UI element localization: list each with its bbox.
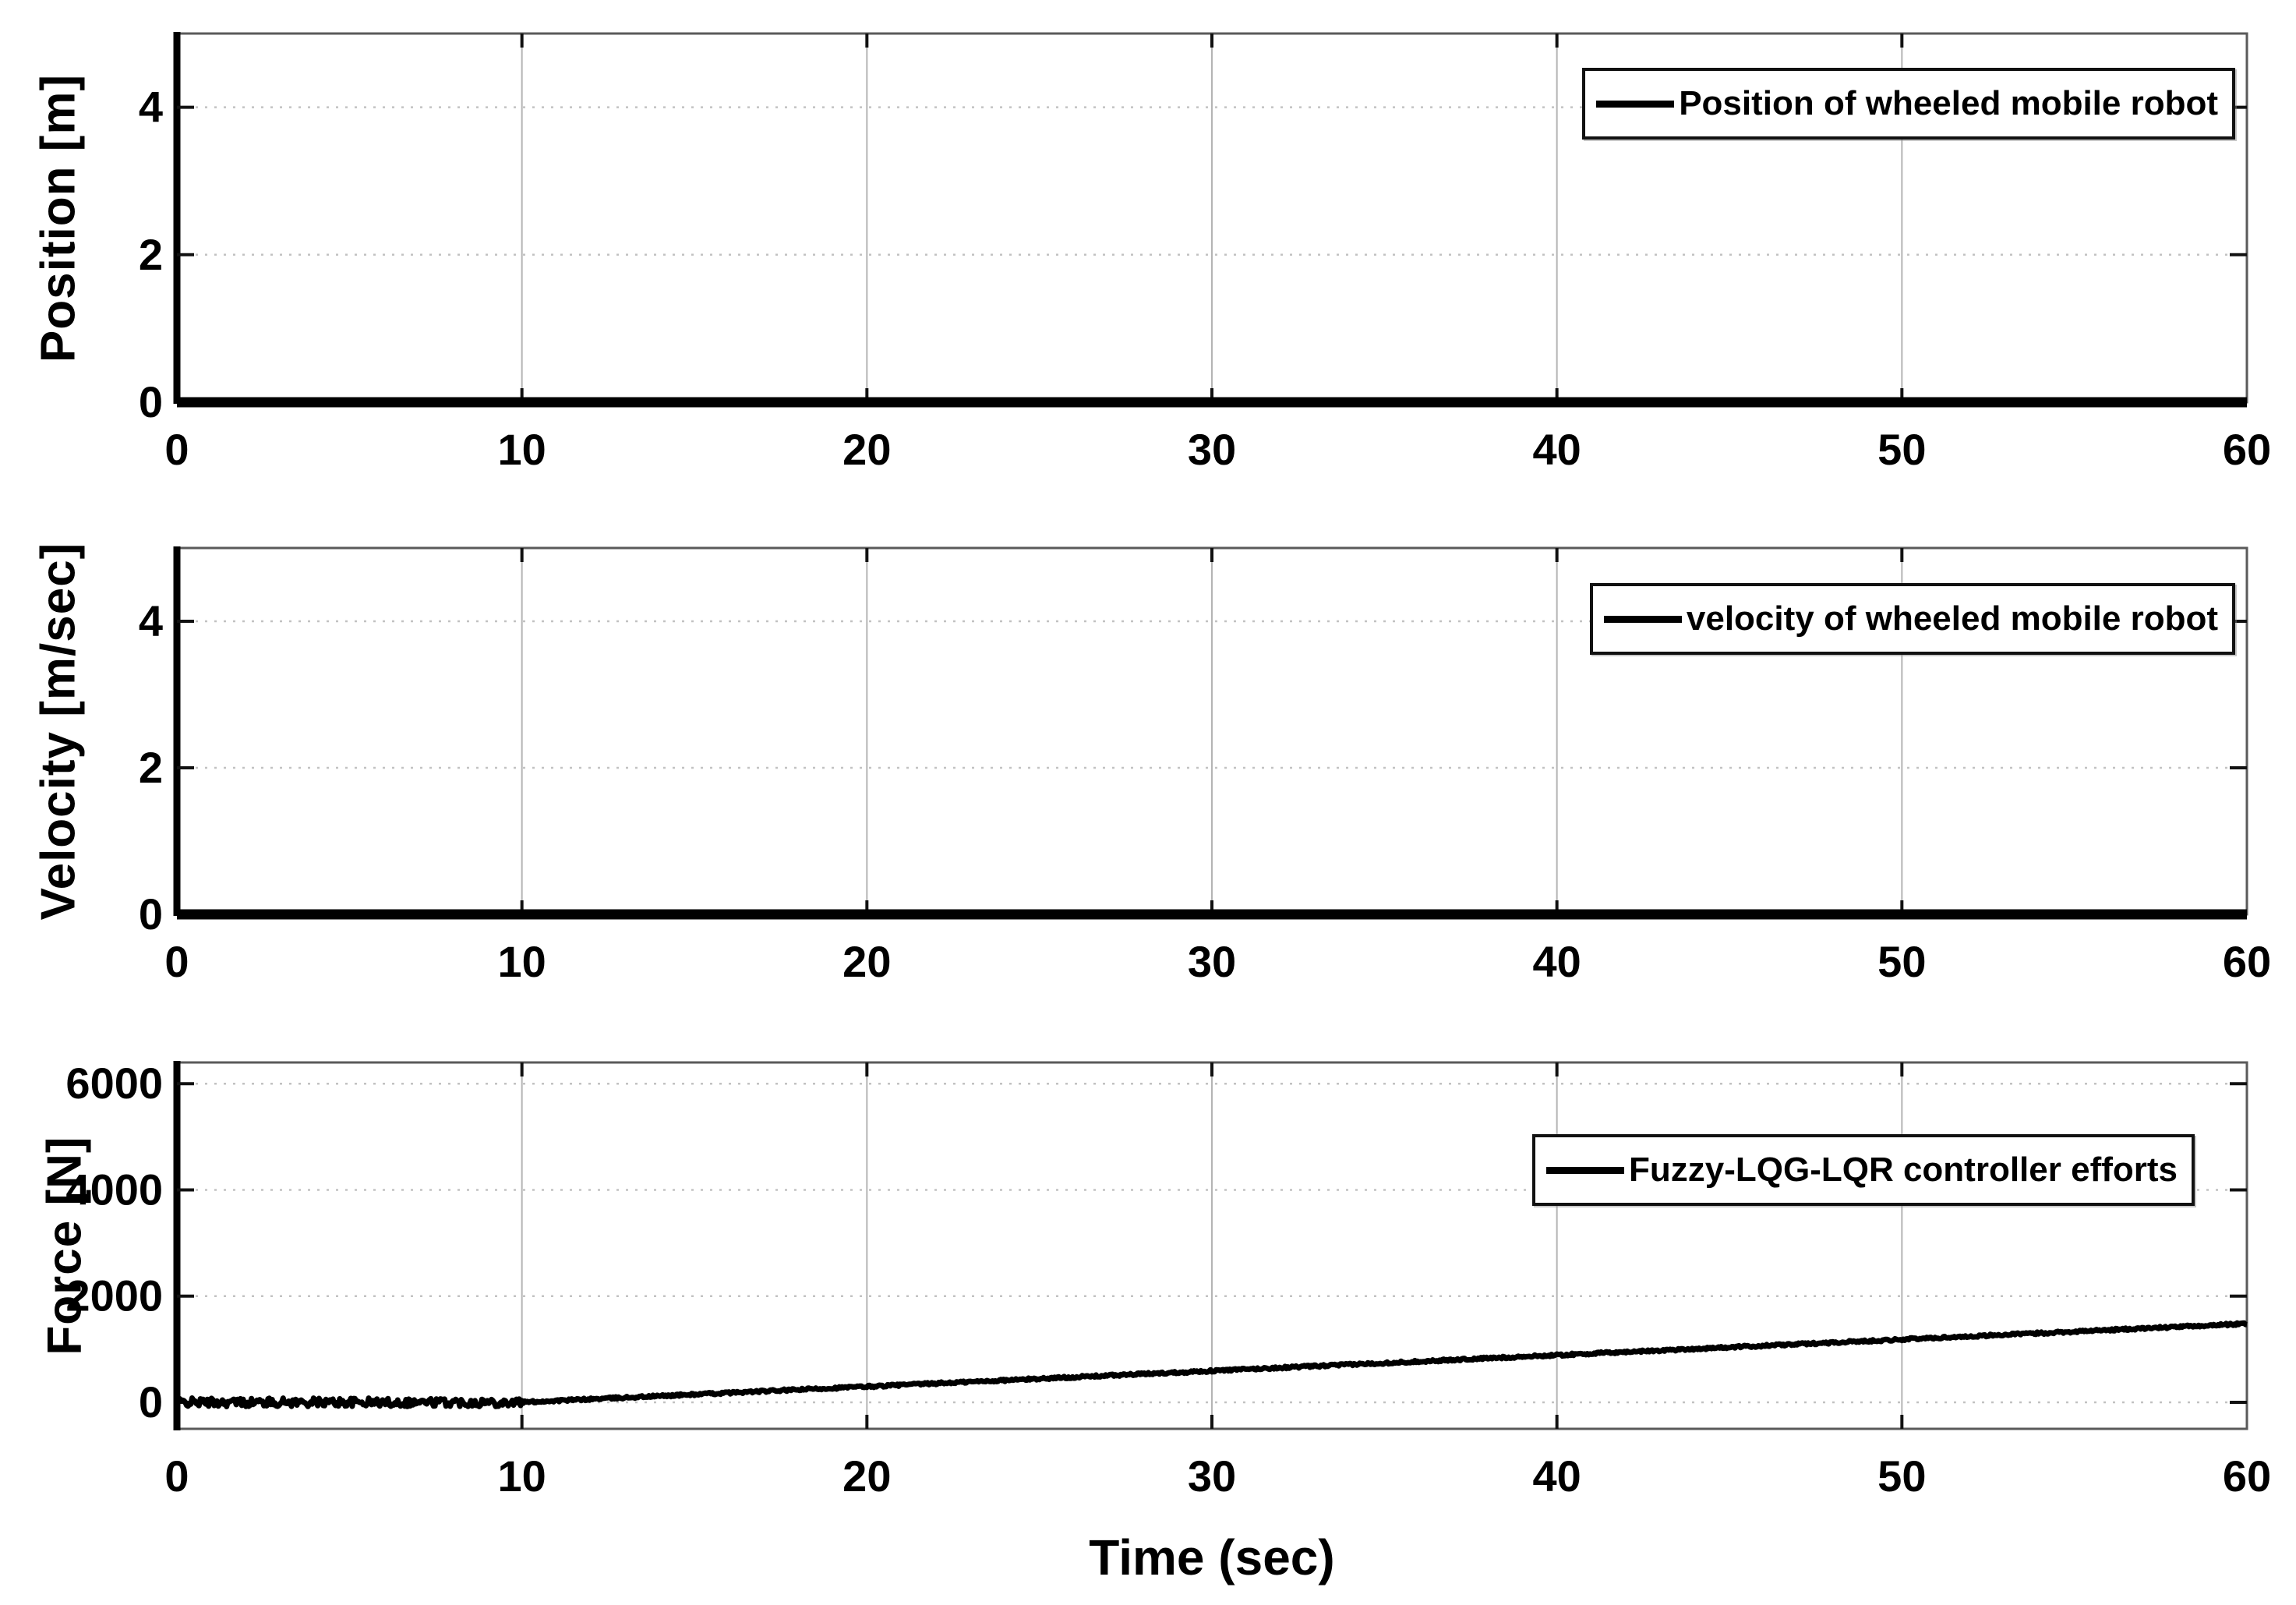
x-tick-label: 60 <box>2223 425 2271 474</box>
time-axis-label: Time (sec) <box>1089 1529 1335 1586</box>
x-tick-label: 0 <box>164 1451 189 1501</box>
legend-label: velocity of wheeled mobile robot <box>1686 599 2218 638</box>
y-tick-label: 4 <box>139 596 163 645</box>
legend-velocity: velocity of wheeled mobile robot <box>1589 583 2235 655</box>
x-tick-label: 50 <box>1877 425 1926 474</box>
legend-label: Fuzzy-LQG-LQR controller efforts <box>1629 1151 2178 1189</box>
velocity-axis-label: Velocity [m/sec] <box>31 542 86 921</box>
x-tick-label: 10 <box>498 425 546 474</box>
y-tick-label: 6000 <box>65 1059 163 1108</box>
x-tick-label: 0 <box>164 937 189 986</box>
y-tick-label: 2 <box>139 230 163 279</box>
x-tick-label: 50 <box>1877 1451 1926 1501</box>
position-plot: 0 10 20 30 40 50 60 0 2 4 <box>139 32 2271 474</box>
legend-controller-efforts: Fuzzy-LQG-LQR controller efforts <box>1532 1134 2195 1206</box>
x-tick-label: 20 <box>842 937 891 986</box>
y-tick-label: 4000 <box>65 1165 163 1214</box>
x-tick-label: 20 <box>842 1451 891 1501</box>
x-tick-label: 60 <box>2223 1451 2271 1501</box>
legend-line-sample <box>1596 100 1675 108</box>
x-tick-label: 40 <box>1533 425 1581 474</box>
x-tick-label: 30 <box>1188 1451 1236 1501</box>
y-tick-label: 4 <box>139 83 163 132</box>
x-tick-label: 40 <box>1533 937 1581 986</box>
x-tick-label: 30 <box>1188 425 1236 474</box>
x-tick-label: 60 <box>2223 937 2271 986</box>
legend-line-sample <box>1546 1166 1624 1174</box>
y-tick-label: 0 <box>139 1377 163 1426</box>
legend-line-sample <box>1603 615 1682 623</box>
force-plot: 0 10 20 30 40 50 60 0 2000 4000 6000 <box>65 1059 2271 1501</box>
force-axis-label: Force [N] <box>37 1136 92 1356</box>
x-tick-label: 10 <box>498 937 546 986</box>
x-tick-label: 50 <box>1877 937 1926 986</box>
legend-label: Position of wheeled mobile robot <box>1679 84 2218 122</box>
x-tick-label: 0 <box>164 425 189 474</box>
x-tick-label: 30 <box>1188 937 1236 986</box>
legend-position: Position of wheeled mobile robot <box>1582 68 2235 140</box>
x-tick-label: 40 <box>1533 1451 1581 1501</box>
y-tick-label: 2000 <box>65 1271 163 1320</box>
x-tick-label: 10 <box>498 1451 546 1501</box>
position-axis-label: Position [m] <box>31 73 86 363</box>
y-tick-label: 0 <box>139 889 163 939</box>
velocity-plot: 0 10 20 30 40 50 60 0 2 4 <box>139 546 2271 986</box>
x-tick-label: 20 <box>842 425 891 474</box>
y-tick-label: 2 <box>139 743 163 792</box>
data-line <box>175 1320 2248 1409</box>
y-tick-label: 0 <box>139 377 163 426</box>
